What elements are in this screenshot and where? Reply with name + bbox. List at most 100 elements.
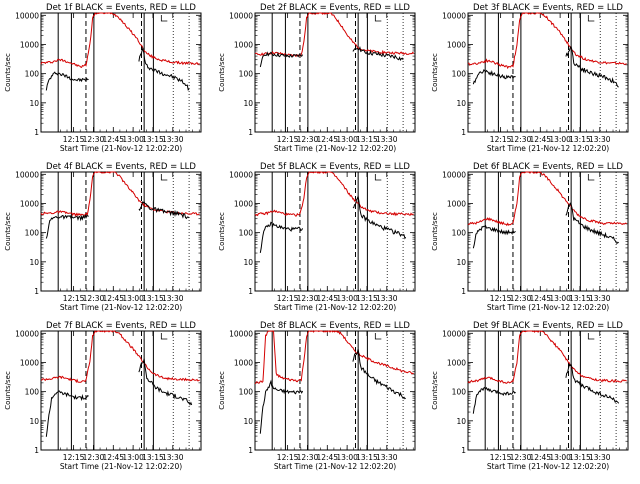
y-tick-label: 100: [25, 388, 40, 397]
y-axis-label: Counts/sec: [431, 53, 439, 92]
y-tick-label: 100: [239, 70, 254, 79]
y-tick-label: 10000: [15, 11, 39, 20]
y-tick-label: 10000: [229, 329, 253, 338]
events-series: [45, 390, 89, 437]
x-axis-label: Start Time (21-Nov-12 12:02:20): [487, 303, 609, 312]
x-tick-label: 13:15: [142, 294, 164, 303]
panel-title: Det 8f BLACK = Events, RED = LLD: [260, 321, 410, 331]
y-tick-label: 1: [34, 287, 39, 296]
x-tick-label: 13:15: [569, 453, 591, 462]
panel-title: Det 7f BLACK = Events, RED = LLD: [46, 321, 196, 331]
x-tick-label: 12:45: [102, 135, 124, 144]
y-tick-label: 10: [29, 99, 39, 108]
y-tick-label: 10: [243, 99, 253, 108]
y-tick-label: 1: [461, 128, 466, 137]
y-tick-label: 1000: [234, 358, 253, 367]
x-tick-label: 13:15: [142, 453, 164, 462]
panel-title: Det 9f BLACK = Events, RED = LLD: [473, 321, 623, 331]
y-tick-label: 1000: [20, 40, 39, 49]
y-tick-label: 10: [456, 258, 466, 267]
events-series: [45, 214, 89, 239]
y-tick-label: 100: [239, 388, 254, 397]
bracket-mark: [374, 333, 382, 340]
y-axis-label: Counts/sec: [218, 53, 226, 92]
bracket-mark: [587, 15, 595, 22]
y-tick-label: 10000: [229, 170, 253, 179]
bracket-mark: [160, 174, 168, 181]
events-series-late: [565, 202, 619, 245]
x-tick-label: 13:00: [336, 135, 358, 144]
panel-title: Det 5f BLACK = Events, RED = LLD: [260, 162, 410, 172]
x-tick-label: 13:30: [162, 294, 184, 303]
y-tick-label: 10: [456, 99, 466, 108]
plot-frame: [254, 171, 416, 292]
x-tick-label: 12:15: [277, 294, 299, 303]
x-tick-label: 12:15: [63, 135, 85, 144]
x-axis-label: Start Time (21-Nov-12 12:02:20): [274, 144, 396, 153]
x-tick-label: 12:30: [297, 453, 319, 462]
x-axis-label: Start Time (21-Nov-12 12:02:20): [487, 144, 609, 153]
lld-series: [467, 12, 627, 70]
y-tick-label: 10000: [442, 170, 466, 179]
x-tick-label: 13:15: [142, 135, 164, 144]
panel-2: Det 2f BLACK = Events, RED = LLD Counts/s…: [218, 3, 416, 153]
events-series: [472, 69, 516, 85]
y-tick-label: 10: [243, 417, 253, 426]
x-tick-label: 12:45: [316, 453, 338, 462]
x-tick-label: 12:30: [510, 294, 532, 303]
x-tick-label: 13:15: [356, 294, 378, 303]
x-tick-label: 12:15: [490, 135, 512, 144]
events-series-late: [352, 349, 406, 400]
x-tick-label: 12:45: [529, 453, 551, 462]
y-tick-label: 100: [452, 388, 467, 397]
panel-title: Det 3f BLACK = Events, RED = LLD: [473, 3, 623, 13]
x-tick-label: 13:15: [569, 294, 591, 303]
y-tick-label: 1: [461, 446, 466, 455]
events-series-late: [565, 362, 620, 404]
y-tick-label: 10000: [442, 329, 466, 338]
x-tick-label: 12:15: [277, 453, 299, 462]
y-tick-label: 10: [29, 417, 39, 426]
x-axis-label: Start Time (21-Nov-12 12:02:20): [274, 303, 396, 312]
y-axis-label: Counts/sec: [4, 371, 12, 410]
y-tick-label: 1000: [20, 199, 39, 208]
events-series-late: [352, 194, 407, 240]
x-tick-label: 12:30: [297, 135, 319, 144]
plot-frame: [467, 12, 629, 133]
bracket-mark: [160, 15, 168, 22]
x-axis-label: Start Time (21-Nov-12 12:02:20): [60, 144, 182, 153]
events-series: [259, 51, 304, 68]
x-tick-label: 12:30: [510, 453, 532, 462]
bracket-mark: [160, 333, 168, 340]
lld-series: [467, 171, 628, 227]
x-tick-label: 12:15: [277, 135, 299, 144]
y-tick-label: 1: [461, 287, 466, 296]
bracket-mark: [374, 15, 382, 22]
y-axis-label: Counts/sec: [4, 53, 12, 92]
events-series-late: [138, 358, 193, 406]
events-series-late: [138, 200, 190, 220]
y-tick-label: 1000: [447, 40, 466, 49]
plot-frame: [40, 330, 202, 451]
lld-series: [254, 171, 414, 217]
panel-7: Det 7f BLACK = Events, RED = LLD Counts/s…: [4, 321, 202, 471]
panel-5: Det 5f BLACK = Events, RED = LLD Counts/s…: [218, 162, 416, 312]
x-tick-label: 12:30: [83, 453, 105, 462]
panel-8: Det 8f BLACK = Events, RED = LLD Counts/s…: [218, 321, 416, 471]
y-tick-label: 10000: [229, 11, 253, 20]
x-tick-label: 12:45: [316, 294, 338, 303]
x-tick-label: 12:15: [63, 294, 85, 303]
panel-9: Det 9f BLACK = Events, RED = LLD Counts/s…: [431, 321, 629, 471]
events-series: [45, 71, 89, 91]
x-tick-label: 12:45: [529, 135, 551, 144]
events-series: [472, 386, 516, 414]
y-tick-label: 10: [456, 417, 466, 426]
x-tick-label: 12:30: [83, 294, 105, 303]
events-series-late: [138, 46, 190, 91]
x-tick-label: 13:00: [122, 294, 144, 303]
panel-6: Det 6f BLACK = Events, RED = LLD Counts/s…: [431, 162, 629, 312]
x-tick-label: 13:00: [122, 135, 144, 144]
panel-title: Det 2f BLACK = Events, RED = LLD: [260, 3, 410, 13]
x-tick-label: 13:00: [122, 453, 144, 462]
plot-frame: [467, 171, 629, 292]
